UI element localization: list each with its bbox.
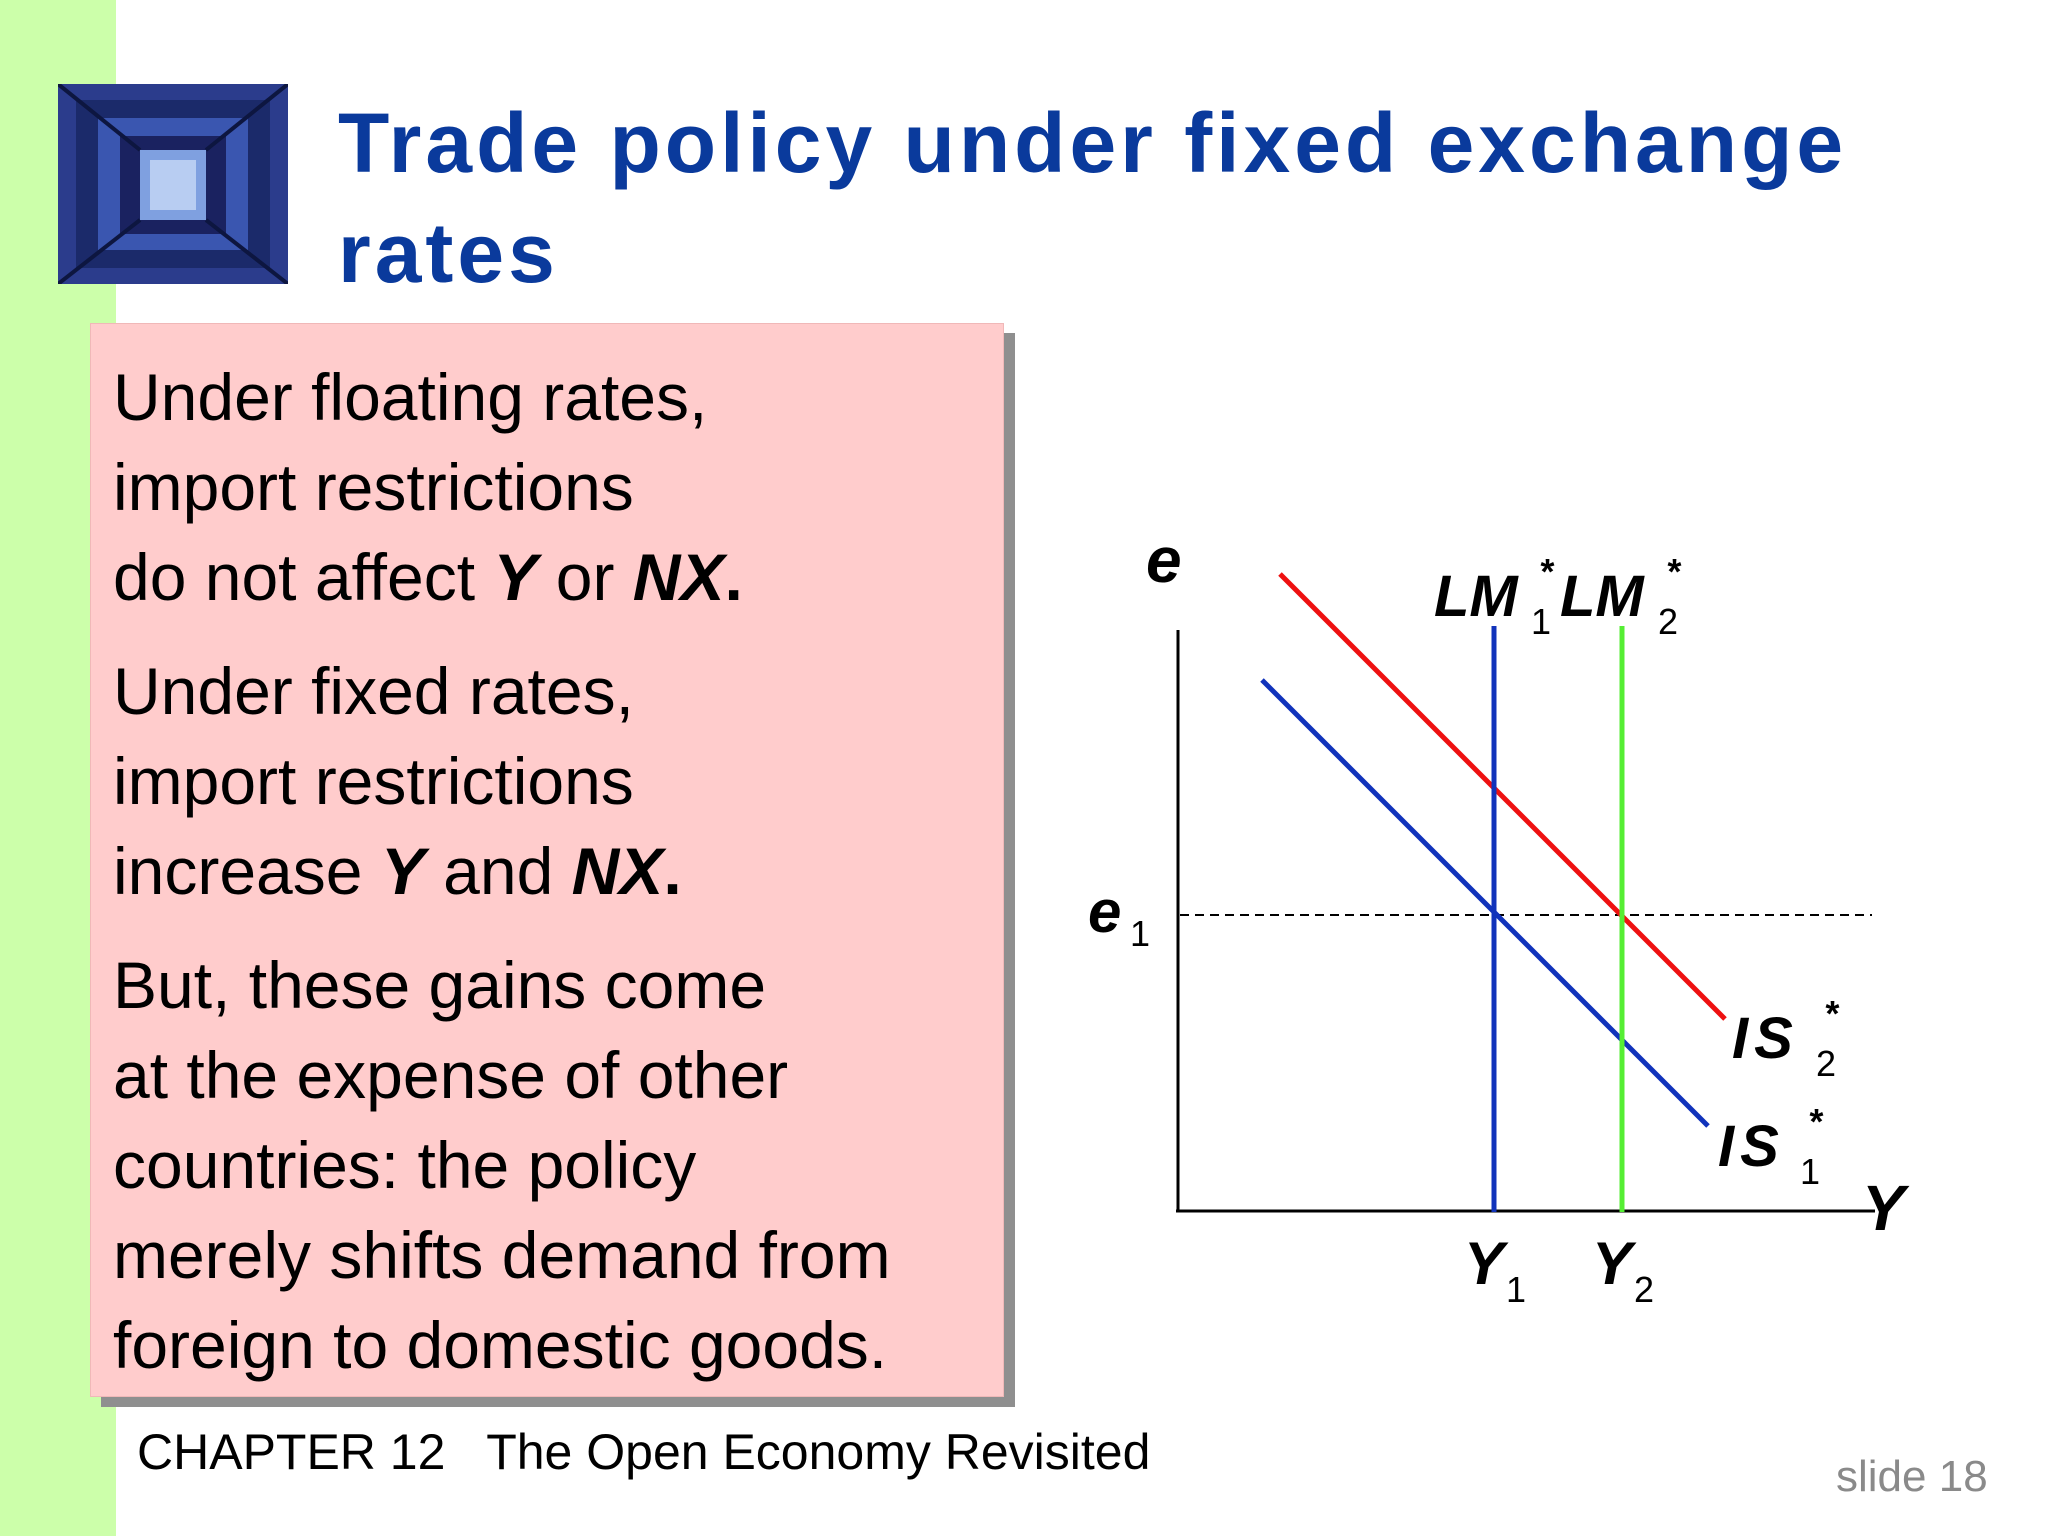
slide-title: Trade policy under fixed exchange rates (338, 88, 1938, 308)
paragraph-expense: But, these gains come at the expense of … (113, 940, 983, 1390)
is1-curve (1260, 678, 1710, 1128)
is-lm-diagram: e Y e 1 LM * 1 LM * 2 IS * 2 IS * 1 Y 1 … (1088, 540, 1910, 1310)
footer-chapter: CHAPTER 12 The Open Economy Revisited (137, 1424, 1151, 1480)
y1-subscript: 1 (1506, 1269, 1526, 1310)
is2-star: * (1824, 993, 1840, 1034)
paragraph-fixed-rates: Under fixed rates, import restrictions i… (113, 646, 983, 916)
is1-label: IS (1718, 1114, 1785, 1179)
text-line: Under fixed rates, (113, 654, 634, 728)
lm1-star: * (1539, 551, 1555, 592)
lm2-label: LM (1560, 564, 1645, 629)
is2-subscript: 2 (1816, 1043, 1836, 1084)
y-axis-label: e (1146, 540, 1182, 596)
y2-label: Y (1592, 1230, 1637, 1297)
text-line: import restrictions (113, 450, 634, 524)
e1-label: e (1088, 878, 1121, 945)
is2-curve (1278, 572, 1727, 1021)
text-line: at the expense of other (113, 1038, 789, 1112)
text-line: import restrictions (113, 744, 634, 818)
is2-label: IS (1732, 1006, 1799, 1071)
lm1-subscript: 1 (1531, 601, 1551, 642)
text-line: merely shifts demand from (113, 1218, 891, 1292)
y2-subscript: 2 (1634, 1269, 1654, 1310)
explanation-textbox: Under floating rates, import restriction… (90, 323, 1004, 1397)
e1-subscript: 1 (1130, 913, 1150, 954)
title-line-1: Trade policy under fixed exchange (338, 96, 1848, 190)
title-line-2: rates (338, 206, 559, 300)
text-line: increase Y and NX. (113, 834, 682, 908)
lm2-star: * (1666, 551, 1682, 592)
text-line: But, these gains come (113, 948, 767, 1022)
text-line: foreign to domestic goods. (113, 1308, 888, 1382)
text-line: do not affect Y or NX. (113, 540, 743, 614)
lm1-label: LM (1434, 564, 1519, 629)
is1-subscript: 1 (1800, 1151, 1820, 1192)
is1-star: * (1808, 1101, 1824, 1142)
paragraph-floating-rates: Under floating rates, import restriction… (113, 352, 983, 622)
text-line: Under floating rates, (113, 360, 708, 434)
slide-number: slide 18 (1836, 1452, 1988, 1501)
x-axis-label: Y (1862, 1172, 1910, 1244)
lm2-subscript: 2 (1658, 601, 1678, 642)
corridor-logo-icon (58, 84, 288, 284)
text-line: countries: the policy (113, 1128, 697, 1202)
y1-label: Y (1464, 1230, 1509, 1297)
